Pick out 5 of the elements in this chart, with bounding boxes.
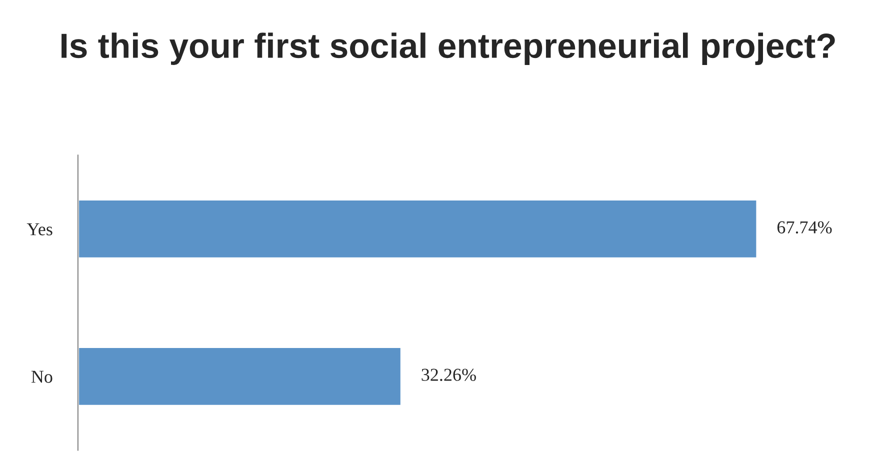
y-tick-label: Yes: [26, 223, 52, 236]
chart-title: Is this your first social entrepreneurial project?: [62, 32, 835, 65]
data-label: 67.74%: [777, 221, 832, 234]
y-tick-label: No: [31, 370, 52, 383]
data-label: 32.26%: [422, 368, 476, 382]
